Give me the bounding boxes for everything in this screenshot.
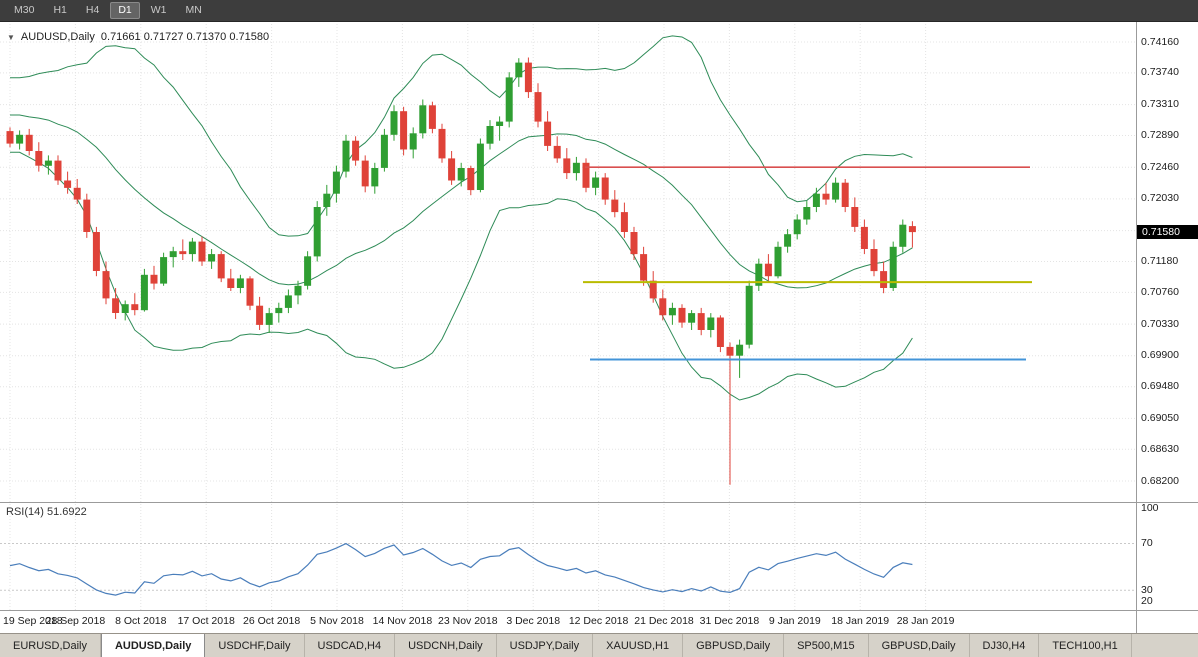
date-axis-label: 23 Nov 2018 (438, 615, 498, 627)
date-axis-label: 31 Dec 2018 (699, 615, 760, 627)
price-axis-label: 0.69480 (1141, 380, 1179, 393)
candles (6, 57, 916, 485)
date-axis-label: 17 Oct 2018 (177, 615, 235, 627)
date-axis-label: 3 Dec 2018 (506, 615, 561, 627)
price-axis-label: 0.72030 (1141, 192, 1179, 205)
price-axis-label: 0.68200 (1141, 474, 1179, 487)
price-axis-label: 0.70330 (1141, 317, 1179, 330)
chart-tab-dj30-h4[interactable]: DJ30,H4 (970, 634, 1040, 657)
date-axis-label: 28 Sep 2018 (45, 615, 106, 627)
date-axis-label: 12 Dec 2018 (568, 615, 629, 627)
date-axis-label: 28 Jan 2019 (896, 615, 955, 627)
current-price-badge: 0.71580 (1137, 225, 1198, 240)
date-axis-label: 5 Nov 2018 (310, 615, 364, 627)
date-axis-label: 8 Oct 2018 (115, 615, 167, 627)
chart-tab-xauusd-h1[interactable]: XAUUSD,H1 (593, 634, 684, 657)
chart-tab-tech100-h1[interactable]: TECH100,H1 (1039, 634, 1132, 657)
rsi-axis-label: 70 (1141, 537, 1153, 549)
chart-tab-usdchf-daily[interactable]: USDCHF,Daily (205, 634, 305, 657)
chart-tab-usdcnh-daily[interactable]: USDCNH,Daily (395, 634, 497, 657)
price-axis-label: 0.68630 (1141, 442, 1179, 455)
chart-tab-sp500-m15[interactable]: SP500,M15 (784, 634, 869, 657)
date-axis-label: 21 Dec 2018 (634, 615, 694, 627)
date-axis-label: 14 Nov 2018 (372, 615, 433, 627)
rsi-indicator-label: RSI(14) 51.6922 (6, 506, 87, 518)
timeframe-toolbar: M30 H1 H4 D1 W1 MN (0, 0, 1198, 22)
chart-tab-audusd-daily[interactable]: AUDUSD,Daily (100, 634, 206, 657)
collapse-chart-icon[interactable]: ▼ (7, 32, 15, 42)
timeframe-button-mn[interactable]: MN (185, 4, 202, 16)
rsi-axis-label: 30 (1141, 583, 1153, 596)
chart-symbol-label: AUDUSD,Daily (20, 31, 95, 43)
price-axis-label: 0.71180 (1141, 255, 1179, 267)
date-axis-label: 19 Sep 2018 (3, 615, 63, 627)
date-axis-label: 18 Jan 2019 (831, 615, 890, 627)
date-axis-label: 26 Oct 2018 (242, 615, 301, 627)
date-axis-label: 9 Jan 2019 (768, 615, 821, 627)
price-axis-label: 0.74160 (1141, 35, 1179, 48)
price-axis-label: 0.69900 (1141, 349, 1179, 362)
chart-tab-eurusd-daily[interactable]: EURUSD,Daily (0, 634, 101, 657)
chart-ohlc-values: 0.71661 0.71727 0.71370 0.71580 (100, 31, 270, 43)
rsi-axis-label: 100 (1141, 502, 1159, 514)
chart-tab-gbpusd-daily[interactable]: GBPUSD,Daily (683, 634, 785, 657)
price-axis-label: 0.72890 (1141, 129, 1179, 142)
chart-tab-gbpusd-daily[interactable]: GBPUSD,Daily (869, 634, 970, 657)
chart-tab-usdjpy-daily[interactable]: USDJPY,Daily (497, 634, 594, 657)
price-axis-label: 0.72460 (1141, 160, 1179, 173)
chart-tab-usdcad-h4[interactable]: USDCAD,H4 (305, 634, 396, 657)
timeframe-button-d1[interactable]: D1 (110, 2, 140, 19)
chart-header: ▼ AUDUSD,Daily 0.71661 0.71727 0.71370 0… (7, 31, 269, 43)
price-axis-label: 0.73310 (1141, 98, 1179, 111)
price-axis-label: 0.69050 (1141, 411, 1179, 424)
price-axis-label: 0.70760 (1141, 285, 1179, 298)
price-axis-label: 0.73740 (1141, 66, 1179, 79)
timeframe-button-h4[interactable]: H4 (85, 4, 100, 16)
timeframe-button-m30[interactable]: M30 (14, 4, 35, 16)
timeframe-button-h1[interactable]: H1 (53, 4, 67, 16)
chart-tabbar: EURUSD,Daily AUDUSD,Daily USDCHF,Daily USDC… (0, 633, 1198, 657)
timeframe-button-w1[interactable]: W1 (150, 4, 167, 16)
rsi-axis-label: 20 (1141, 595, 1153, 608)
